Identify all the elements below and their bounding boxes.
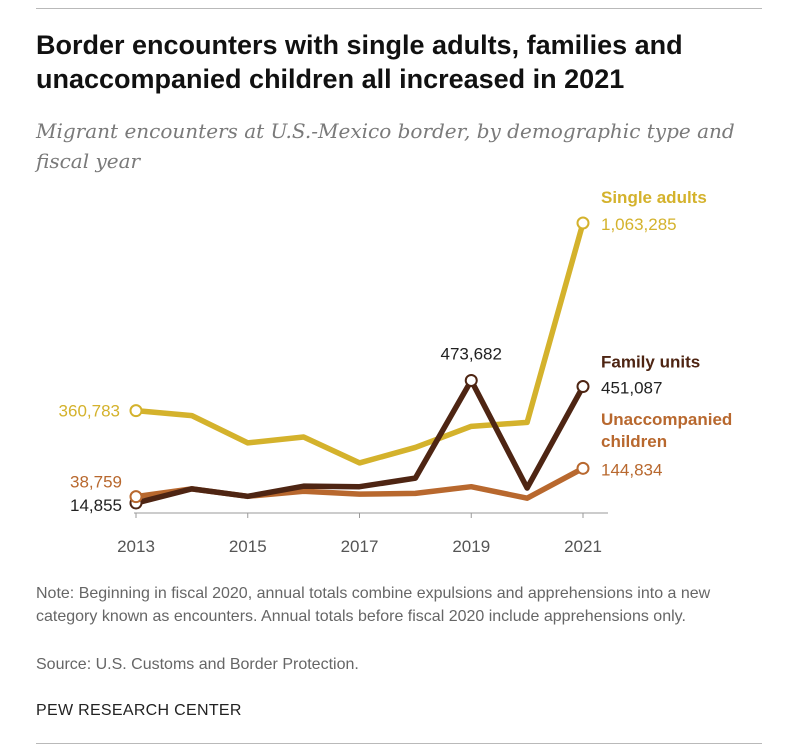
family-units-value-label: 14,855 [70,496,122,515]
x-tick-label: 2017 [341,537,379,556]
single-adults-point [576,216,590,230]
unaccompanied-children-point [576,461,590,475]
chart-note: Note: Beginning in fiscal 2020, annual t… [36,585,711,625]
single-adults-value-label: 360,783 [59,402,120,421]
single-adults-series-label: Single adults [601,188,707,207]
unaccompanied-children-series-label: Unaccompanied children [601,410,732,451]
unaccompanied-children-line [133,465,586,501]
chart-source: Source: U.S. Customs and Border Protecti… [36,656,359,673]
family-units-point [464,373,478,387]
unaccompanied-children-value-label: 38,759 [70,473,122,492]
family-units-value-label: 451,087 [601,379,662,398]
x-tick-label: 2021 [564,537,602,556]
unaccompanied-children-value-label: 144,834 [601,460,662,479]
unaccompanied-children-point [129,490,143,504]
single-adults-value-label: 1,063,285 [601,215,677,234]
chart-title: Border encounters with single adults, fa… [36,30,683,94]
family-units-series-label: Family units [601,353,700,372]
single-adults-line [133,220,586,466]
bottom-rule [36,743,762,744]
top-rule [36,8,762,9]
family-units-point [576,380,590,394]
brand-label: PEW RESEARCH CENTER [36,702,242,719]
line-chart: 2013 2015 2017 2019 2021 360,783 1,063,285 14,… [59,188,733,556]
family-units-line [133,377,586,506]
x-tick-label: 2013 [117,537,155,556]
x-tick-label: 2019 [452,537,490,556]
x-tick-label: 2015 [229,537,267,556]
single-adults-point [129,404,143,418]
chart-subtitle: Migrant encounters at U.S.-Mexico border… [36,119,735,173]
family-units-value-label: 473,682 [441,344,502,363]
